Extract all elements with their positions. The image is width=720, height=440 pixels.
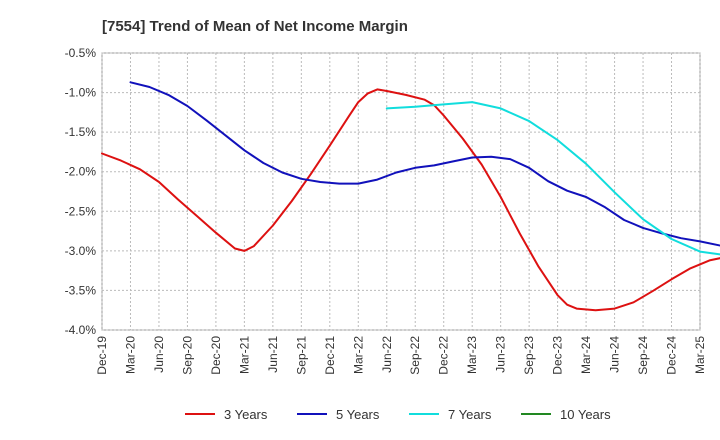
x-tick-label: Mar-22 [351,336,365,374]
y-tick-label: -3.0% [65,244,97,258]
x-tick-label: Dec-24 [665,336,679,375]
series-lines [101,81,720,312]
chart-title: [7554] Trend of Mean of Net Income Margi… [102,18,408,35]
x-tick-label: Mar-25 [693,336,707,374]
x-tick-label: Jun-22 [380,336,394,373]
y-tick-label: -2.5% [65,204,97,218]
plot-area [101,52,701,331]
legend: 3 Years 5 Years 7 Years 10 Years [185,407,611,422]
x-tick-label: Mar-20 [123,336,137,374]
x-tick-label: Sep-20 [180,336,194,375]
x-tick-label: Sep-23 [522,336,536,375]
series-line-1 [129,81,720,247]
x-tick-label: Dec-21 [323,336,337,375]
x-tick-label: Jun-21 [266,336,280,373]
y-tick-label: -3.5% [65,283,97,297]
x-axis: Dec-19 Mar-20 Jun-20 Sep-20 Dec-20 Mar-21 Jun-… [95,336,707,375]
x-tick-label: Jun-24 [608,336,622,373]
x-tick-label: Dec-20 [209,336,223,375]
legend-label: 7 Years [448,407,492,422]
y-tick-label: -2.0% [65,165,97,179]
x-tick-label: Jun-20 [152,336,166,373]
y-tick-label: -0.5% [65,46,97,60]
x-tick-label: Sep-22 [408,336,422,375]
x-tick-label: Mar-21 [237,336,251,374]
y-axis: -0.5% -1.0% -1.5% -2.0% -2.5% -3.0% -3.5% -4.0% [65,46,97,337]
y-tick-label: -1.5% [65,125,97,139]
series-line-0 [101,88,720,312]
legend-label: 10 Years [560,407,611,422]
y-tick-label: -4.0% [65,323,97,337]
x-tick-label: Sep-21 [294,336,308,375]
x-tick-label: Mar-23 [465,336,479,374]
x-tick-label: Dec-23 [551,336,565,375]
y-tick-label: -1.0% [65,86,97,100]
x-tick-label: Sep-24 [636,336,650,375]
x-tick-label: Dec-22 [437,336,451,375]
x-tick-label: Dec-19 [95,336,109,375]
x-tick-label: Jun-23 [494,336,508,373]
x-tick-label: Mar-24 [579,336,593,374]
series-line-2 [385,101,720,256]
legend-label: 5 Years [336,407,380,422]
legend-label: 3 Years [224,407,268,422]
